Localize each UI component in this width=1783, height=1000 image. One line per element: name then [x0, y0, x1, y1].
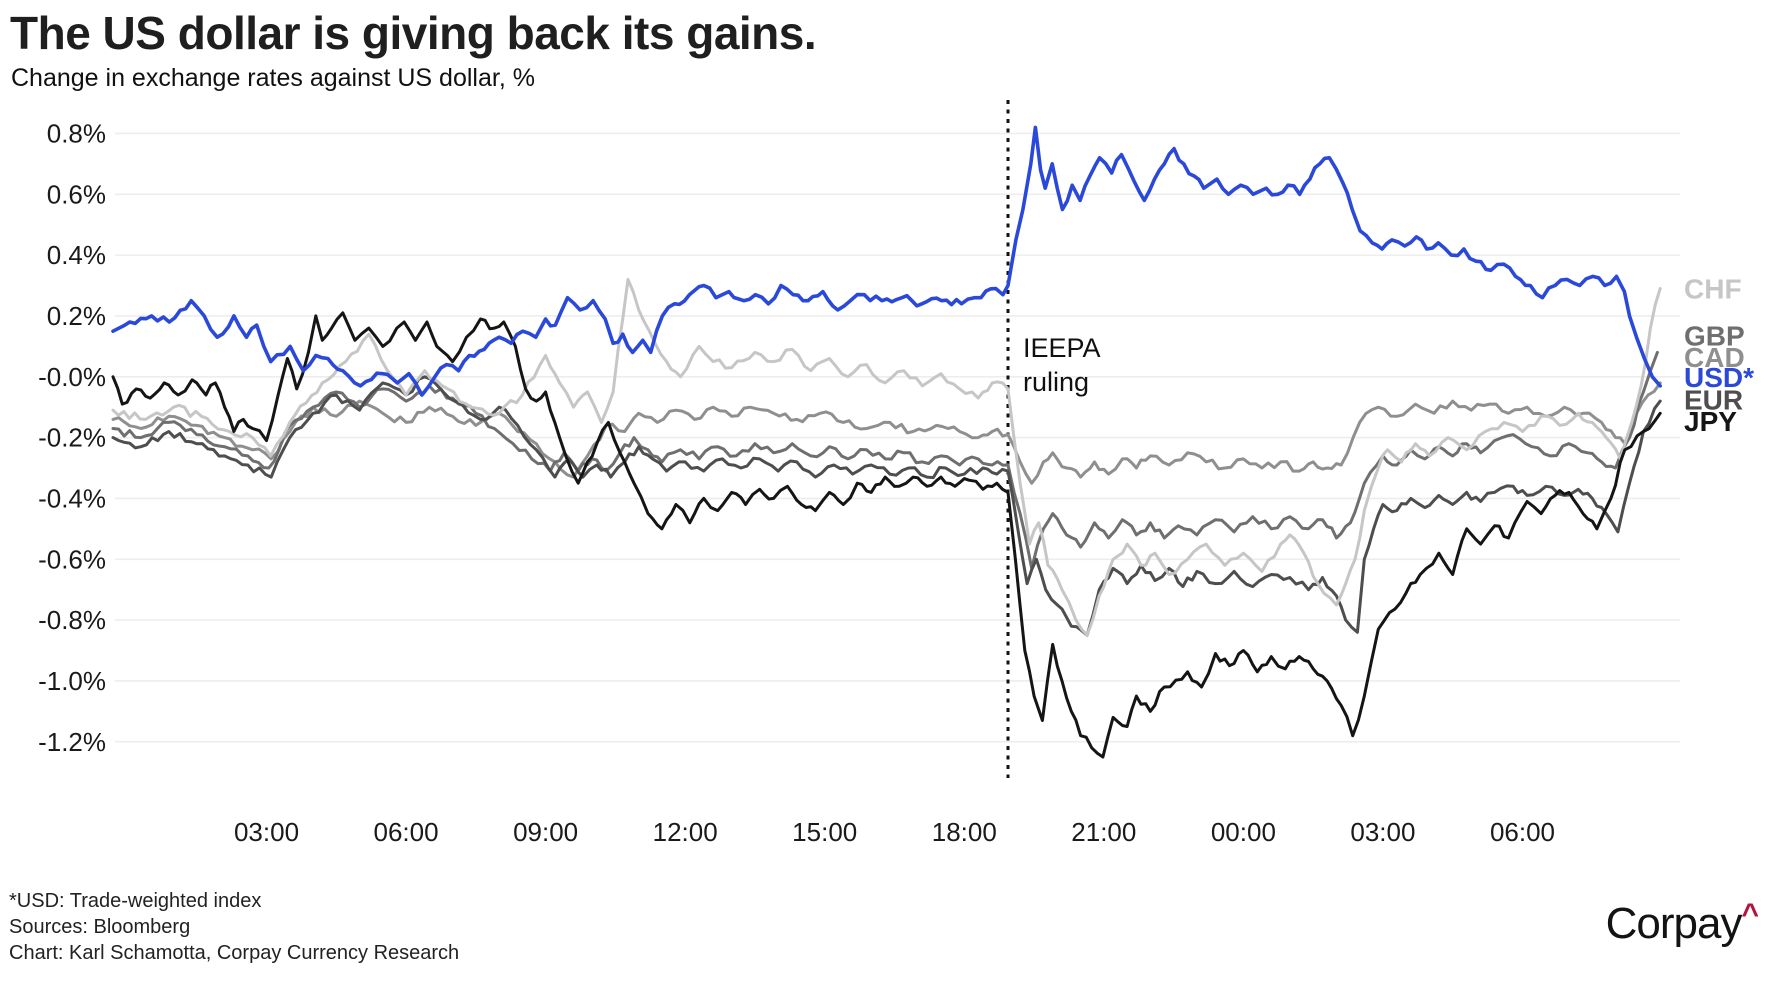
series-path-cad	[111, 381, 1662, 485]
legend-label-gbp: GBP	[1684, 321, 1745, 352]
series-layer	[111, 125, 1662, 759]
legend-label-eur: EUR	[1684, 385, 1743, 416]
y-tick-label: 0.4%	[47, 240, 106, 270]
x-tick-label: 06:00	[1490, 817, 1555, 847]
grid-layer	[115, 132, 1680, 743]
footnote-sources: Sources: Bloomberg	[9, 916, 191, 938]
x-tick-label: 03:00	[1350, 817, 1415, 847]
y-tick-label: 0.2%	[47, 301, 106, 331]
x-tick-label: 21:00	[1071, 817, 1136, 847]
series-path-chf	[111, 277, 1662, 637]
corpay-caret-icon: ^	[1741, 898, 1759, 931]
y-tick-label: -1.2%	[38, 727, 106, 757]
footnote-usd: *USD: Trade-weighted index	[9, 890, 262, 912]
y-tick-label: -0.2%	[38, 423, 106, 453]
x-tick-label: 03:00	[234, 817, 299, 847]
x-tick-label: 00:00	[1211, 817, 1276, 847]
y-tick-label: -1.0%	[38, 666, 106, 696]
series-path-usd	[111, 125, 1662, 397]
footnote-chart-credit: Chart: Karl Schamotta, Corpay Currency R…	[9, 942, 460, 964]
corpay-logo: Corpay^	[1606, 898, 1759, 949]
series-path-jpy	[111, 311, 1662, 759]
x-tick-label: 12:00	[653, 817, 718, 847]
x-tick-label: 09:00	[513, 817, 578, 847]
y-tick-label: -0.0%	[38, 362, 106, 392]
legend-label-usd: USD*	[1684, 362, 1754, 393]
series-path-gbp	[111, 350, 1659, 570]
x-tick-label: 18:00	[932, 817, 997, 847]
footnotes: *USD: Trade-weighted index Sources: Bloo…	[9, 888, 459, 966]
y-tick-label: -0.8%	[38, 605, 106, 635]
annotation-ieepa: IEEPA	[1023, 333, 1101, 363]
legend-label-cad: CAD	[1684, 342, 1745, 373]
y-tick-label: -0.4%	[38, 483, 106, 513]
annotation-ruling: ruling	[1023, 367, 1089, 397]
legend-label-jpy: JPY	[1684, 406, 1737, 437]
x-tick-label: 06:00	[374, 817, 439, 847]
legend-label-chf: CHF	[1684, 274, 1742, 305]
y-tick-label: 0.8%	[47, 118, 106, 148]
chart-subtitle: Change in exchange rates against US doll…	[11, 64, 535, 92]
series-path-eur	[111, 375, 1662, 637]
chart-title: The US dollar is giving back its gains.	[10, 7, 817, 59]
axis-layer: 0.8% 0.6% 0.4% 0.2% -0.0% -0.2% -0.4% -0.6% -0.8…	[38, 118, 1555, 847]
corpay-wordmark: Corpay	[1605, 899, 1743, 948]
x-tick-label: 15:00	[792, 817, 857, 847]
y-tick-label: 0.6%	[47, 179, 106, 209]
y-tick-label: -0.6%	[38, 544, 106, 574]
